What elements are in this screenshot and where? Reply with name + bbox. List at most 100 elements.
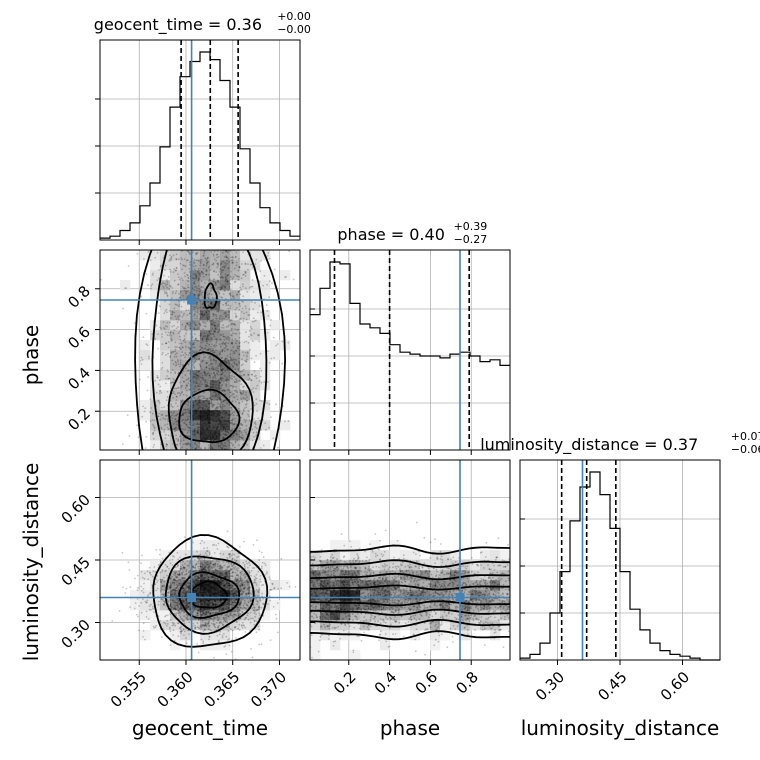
sample-point <box>248 335 250 338</box>
sample-point <box>192 591 195 594</box>
sample-point <box>209 302 212 305</box>
sample-point <box>167 370 169 373</box>
sample-point <box>173 428 176 431</box>
sample-point <box>174 579 177 581</box>
density-cell <box>320 550 331 561</box>
sample-point <box>205 397 208 400</box>
sample-point <box>203 368 206 371</box>
sample-point <box>173 623 176 625</box>
sample-point <box>194 324 197 326</box>
sample-point <box>163 300 166 303</box>
sample-point <box>239 389 242 391</box>
sample-point <box>209 397 211 400</box>
sample-point <box>260 311 262 314</box>
sample-point <box>201 374 204 377</box>
density-cell <box>440 560 451 571</box>
sample-point <box>201 337 204 340</box>
sample-point <box>173 588 176 591</box>
sample-point <box>225 573 228 575</box>
sample-point <box>182 620 185 623</box>
sample-point <box>198 363 201 366</box>
sample-point <box>206 437 209 440</box>
sample-point <box>208 421 211 424</box>
sample-point <box>232 366 235 368</box>
sample-point <box>224 276 227 279</box>
sample-point <box>192 565 195 568</box>
sample-point <box>259 447 262 449</box>
sample-point <box>213 374 216 376</box>
density-cell <box>380 590 391 601</box>
sample-point <box>241 358 243 361</box>
sample-point <box>218 411 220 413</box>
sample-point <box>234 316 237 319</box>
sample-point <box>230 436 233 439</box>
sample-point <box>151 274 154 276</box>
sample-point <box>210 320 213 322</box>
sample-point <box>173 307 176 310</box>
sample-point <box>200 625 203 628</box>
sample-point <box>242 320 245 323</box>
density-cell <box>210 400 221 411</box>
sample-point <box>234 592 237 594</box>
sample-point <box>188 267 191 270</box>
density-cell <box>230 360 241 371</box>
sample-point <box>174 303 177 306</box>
sample-point <box>236 580 239 582</box>
sample-point <box>186 273 189 276</box>
sample-point <box>221 580 224 582</box>
density-cell <box>250 390 261 401</box>
sample-point <box>238 623 241 626</box>
sample-point <box>223 317 225 320</box>
sample-point <box>244 431 247 434</box>
sample-point <box>224 315 227 318</box>
sample-point <box>192 420 195 422</box>
sample-point <box>174 315 177 318</box>
sample-point <box>205 437 208 440</box>
sample-point <box>170 334 173 337</box>
sample-point <box>193 422 196 425</box>
sample-point <box>202 437 205 440</box>
sample-point <box>220 598 223 601</box>
sample-point <box>232 566 235 569</box>
sample-point <box>206 385 209 387</box>
sample-point <box>158 553 161 556</box>
sample-point <box>214 434 217 437</box>
sample-point <box>201 566 204 568</box>
sample-point <box>232 295 235 298</box>
sample-point <box>210 590 212 593</box>
sample-point <box>215 338 218 341</box>
sample-point <box>180 628 182 631</box>
sample-point <box>209 599 212 601</box>
sample-point <box>239 286 242 289</box>
sample-point <box>270 319 272 321</box>
sample-point <box>203 602 206 605</box>
sample-point <box>201 602 203 605</box>
sample-point <box>247 341 250 344</box>
sample-point <box>156 581 158 584</box>
sample-point <box>202 567 205 570</box>
sample-point <box>189 348 192 351</box>
sample-point <box>211 327 214 330</box>
density-cell <box>240 350 251 361</box>
sample-point <box>198 604 200 606</box>
sample-point <box>220 373 223 376</box>
sample-point <box>217 406 220 408</box>
sample-point <box>224 359 227 361</box>
sample-point <box>214 409 216 412</box>
density-cell <box>240 270 251 281</box>
sample-point <box>219 599 222 601</box>
sample-point <box>230 384 233 387</box>
sample-point <box>199 600 202 603</box>
density-cell <box>370 580 381 591</box>
sample-point <box>222 429 224 432</box>
sample-point <box>173 324 175 327</box>
sample-point <box>235 598 238 600</box>
sample-point <box>177 580 179 583</box>
sample-point <box>198 370 201 372</box>
sample-point <box>222 269 225 272</box>
sample-point <box>180 257 183 259</box>
sample-point <box>232 605 235 607</box>
sample-point <box>219 338 222 341</box>
sample-point <box>203 397 206 399</box>
sample-point <box>226 369 229 371</box>
